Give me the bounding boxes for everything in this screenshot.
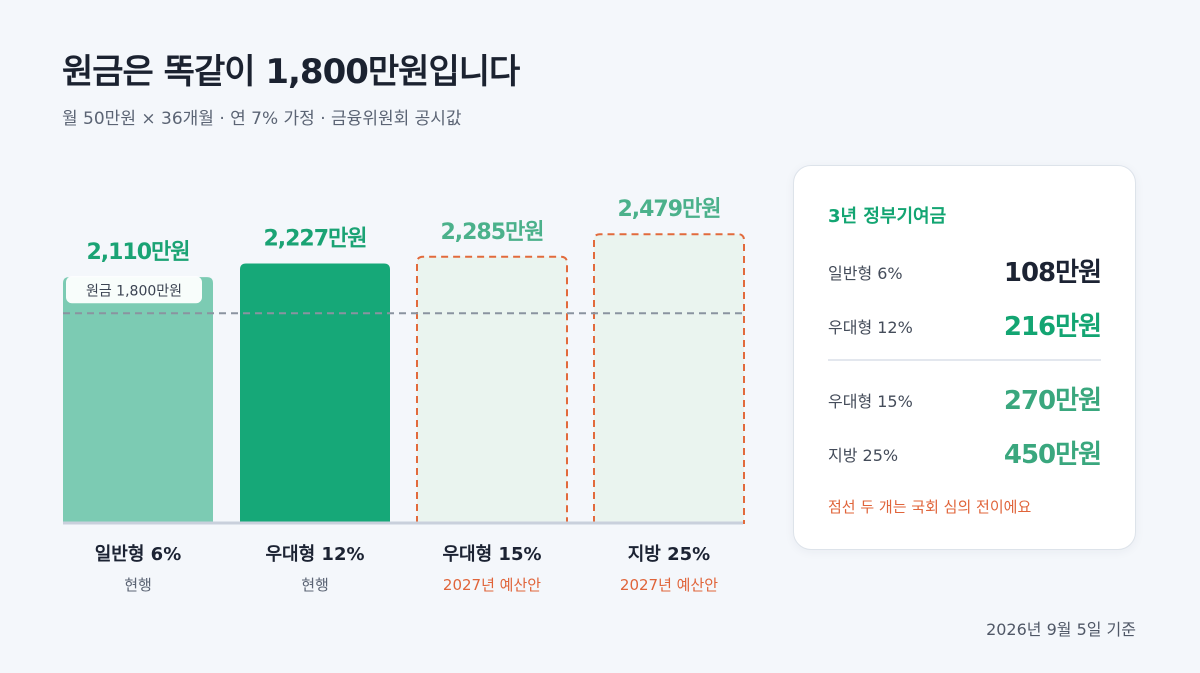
panel-row-value: 108만원 [1003,258,1102,288]
panel-row-value: 216만원 [1003,312,1102,342]
category-sublabel: 2027년 예산안 [620,576,718,594]
category-label: 지방 25% [628,544,710,565]
category-label: 우대형 12% [265,544,364,565]
panel-title: 3년 정부기여금 [828,206,947,227]
panel-row: 일반형 6% 108만원 [828,250,1102,290]
panel-row-label: 우대형 12% [828,318,913,337]
category-label: 우대형 15% [442,544,541,565]
panel-row: 우대형 15% 270만원 [828,378,1102,418]
bar-3 [416,255,568,524]
bar-4 [593,233,745,524]
panel-row-label: 우대형 15% [828,392,913,411]
panel-divider [828,359,1101,361]
value-label: 2,285만원 [440,220,543,245]
bar-2 [240,263,390,523]
panel-row-value: 270만원 [1003,386,1102,416]
bars-layer [63,233,745,524]
category-label: 일반형 6% [95,544,182,565]
panel-row: 지방 25% 450만원 [828,432,1102,472]
value-label: 2,479만원 [617,197,720,222]
category-sublabel: 현행 [124,576,152,594]
panel-row-label: 지방 25% [828,446,899,465]
reference-label: 원금 1,800만원 [86,283,182,299]
value-label: 2,227만원 [263,227,366,252]
panel-row-label: 일반형 6% [828,264,903,283]
bar-1 [63,277,213,523]
category-sublabel: 현행 [301,576,329,594]
reference-label-badge [66,276,202,304]
panel-row-value: 450만원 [1003,440,1102,470]
footer-date: 2026년 9월 5일 기준 [986,620,1136,639]
panel-note: 점선 두 개는 국회 심의 전이에요 [828,498,1032,516]
category-sublabel: 2027년 예산안 [443,576,541,594]
page-subtitle: 월 50만원 × 36개월 · 연 7% 가정 · 금융위원회 공시값 [62,109,462,129]
value-label: 2,110만원 [86,240,189,265]
page-title: 원금은 똑같이 1,800만원입니다 [62,52,520,92]
panel-row: 우대형 12% 216만원 [828,304,1102,344]
